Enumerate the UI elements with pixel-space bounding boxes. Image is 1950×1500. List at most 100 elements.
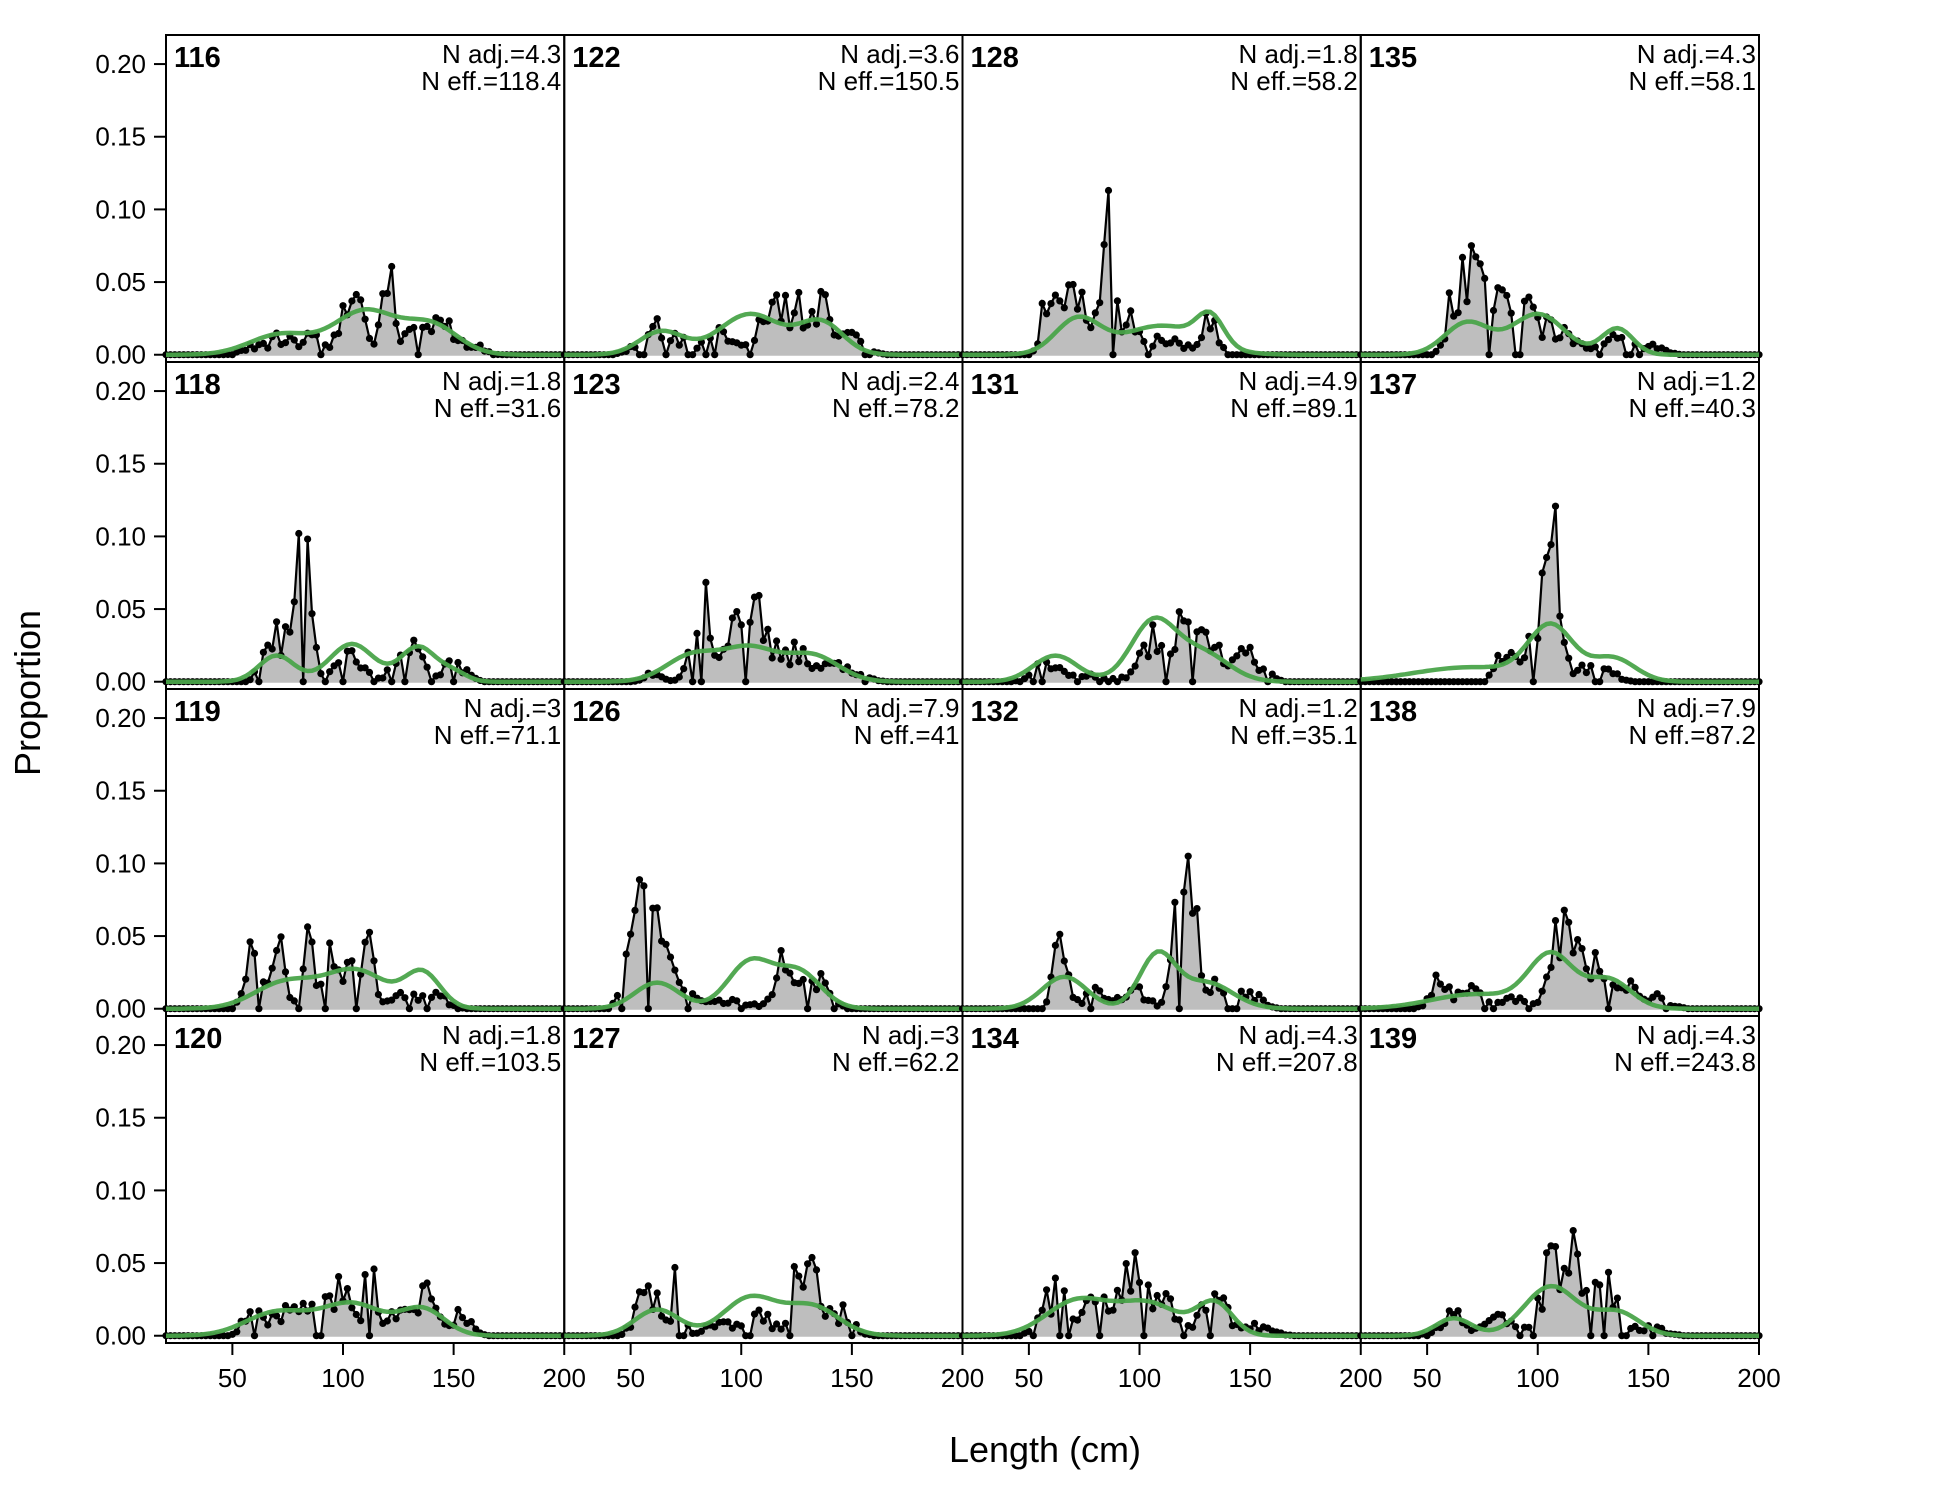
observed-point bbox=[773, 291, 781, 299]
observed-point bbox=[1560, 1264, 1568, 1272]
observed-point bbox=[653, 315, 661, 323]
y-tick-label: 0.20 bbox=[95, 49, 146, 79]
observed-point bbox=[361, 315, 369, 323]
observed-point bbox=[1220, 343, 1228, 352]
observed-point bbox=[1543, 1249, 1551, 1257]
observed-point bbox=[326, 1292, 334, 1300]
observed-point bbox=[1560, 638, 1568, 647]
observed-point bbox=[410, 636, 418, 644]
observed-point bbox=[1649, 340, 1657, 348]
observed-point bbox=[317, 980, 325, 988]
observed-area bbox=[564, 879, 963, 1009]
x-tick-label: 100 bbox=[321, 1363, 364, 1393]
observed-point bbox=[680, 665, 688, 673]
observed-point bbox=[370, 957, 378, 965]
observed-point bbox=[1206, 988, 1214, 997]
observed-point bbox=[804, 1260, 812, 1268]
observed-point bbox=[1060, 1287, 1068, 1295]
panel-id-label: 137 bbox=[1369, 369, 1417, 401]
observed-point bbox=[419, 992, 427, 1000]
observed-point bbox=[746, 618, 754, 626]
observed-point bbox=[1043, 1286, 1051, 1294]
observed-point bbox=[1445, 289, 1453, 297]
axes-layer: 0.00 0.05 0.10 0.15 0.20 0.00 0.05 0.10 0.15 0.20… bbox=[95, 34, 1781, 1393]
observed-point bbox=[246, 1308, 254, 1316]
observed-point bbox=[1494, 651, 1502, 660]
observed-point bbox=[1454, 1307, 1462, 1315]
observed-point bbox=[1582, 1286, 1590, 1295]
observed-point bbox=[299, 338, 307, 346]
observed-point bbox=[339, 977, 347, 986]
observed-point bbox=[640, 1289, 648, 1297]
observed-point bbox=[1211, 1290, 1219, 1298]
observed-point bbox=[1184, 618, 1192, 626]
observed-point bbox=[1463, 298, 1471, 306]
observed-point bbox=[1197, 972, 1206, 980]
observed-point bbox=[365, 668, 374, 677]
observed-point bbox=[1175, 1005, 1183, 1013]
panel-id-label: 122 bbox=[572, 42, 620, 74]
observed-point bbox=[1069, 671, 1077, 679]
observed-point bbox=[1175, 339, 1183, 347]
observed-point bbox=[1149, 621, 1157, 629]
y-tick-label: 0.15 bbox=[95, 449, 146, 479]
observed-point bbox=[1604, 1268, 1613, 1276]
observed-point bbox=[1233, 1005, 1241, 1013]
observed-point bbox=[286, 628, 294, 636]
observed-point bbox=[295, 1005, 303, 1013]
observed-point bbox=[423, 1279, 431, 1287]
observed-point bbox=[1534, 634, 1542, 643]
observed-point bbox=[1158, 641, 1166, 650]
observed-point bbox=[804, 1005, 812, 1013]
observed-point bbox=[1268, 670, 1276, 678]
y-tick-label: 0.15 bbox=[95, 1103, 146, 1133]
panel-126: 126 N adj.=7.9N eff.=41 bbox=[560, 688, 967, 1017]
expected-line bbox=[962, 309, 1361, 357]
y-tick-label: 0.00 bbox=[95, 1321, 146, 1351]
x-tick-label: 200 bbox=[941, 1363, 984, 1393]
observed-point bbox=[1078, 1308, 1086, 1316]
observed-point bbox=[1038, 678, 1046, 686]
observed-point bbox=[1144, 1281, 1152, 1289]
observed-point bbox=[379, 674, 387, 682]
panel-134: 134 N adj.=4.3N eff.=207.8 bbox=[958, 1015, 1365, 1344]
observed-point bbox=[228, 1005, 236, 1013]
observed-point bbox=[1578, 945, 1586, 953]
observed-point bbox=[1529, 303, 1537, 311]
y-tick-label: 0.20 bbox=[95, 1030, 146, 1060]
n-eff-label: N eff.=118.4 bbox=[421, 66, 561, 96]
observed-point bbox=[1122, 1260, 1130, 1268]
panel-id-label: 134 bbox=[971, 1023, 1019, 1055]
y-tick-label: 0.10 bbox=[95, 1175, 146, 1205]
observed-point bbox=[728, 614, 737, 622]
observed-point bbox=[1604, 665, 1613, 673]
observed-point bbox=[352, 290, 360, 299]
observed-point bbox=[697, 678, 706, 686]
observed-point bbox=[1073, 678, 1082, 686]
observed-area bbox=[962, 856, 1361, 1009]
observed-point bbox=[737, 621, 745, 629]
observed-point bbox=[1051, 941, 1059, 950]
observed-point bbox=[689, 990, 697, 998]
observed-point bbox=[631, 1303, 639, 1311]
observed-point bbox=[1250, 1319, 1259, 1327]
observed-point bbox=[666, 337, 675, 345]
observed-point bbox=[1503, 291, 1511, 300]
y-tick-label: 0.10 bbox=[95, 848, 146, 878]
observed-point bbox=[1047, 300, 1055, 308]
observed-point bbox=[1543, 553, 1551, 562]
observed-point bbox=[383, 666, 391, 674]
observed-point bbox=[450, 678, 458, 686]
observed-point bbox=[1250, 658, 1259, 666]
n-adj-label: N adj.=4.9 bbox=[1239, 366, 1358, 396]
panel-135: 135 N adj.=4.3N eff.=58.1 bbox=[1357, 34, 1763, 363]
x-tick-label: 50 bbox=[616, 1363, 645, 1393]
observed-point bbox=[613, 991, 622, 1000]
observed-line bbox=[166, 533, 565, 686]
observed-point bbox=[1587, 1332, 1595, 1340]
observed-point bbox=[463, 666, 471, 674]
observed-point bbox=[1547, 541, 1555, 549]
observed-point bbox=[273, 618, 281, 626]
observed-point bbox=[1149, 342, 1157, 350]
observed-area bbox=[962, 190, 1361, 355]
